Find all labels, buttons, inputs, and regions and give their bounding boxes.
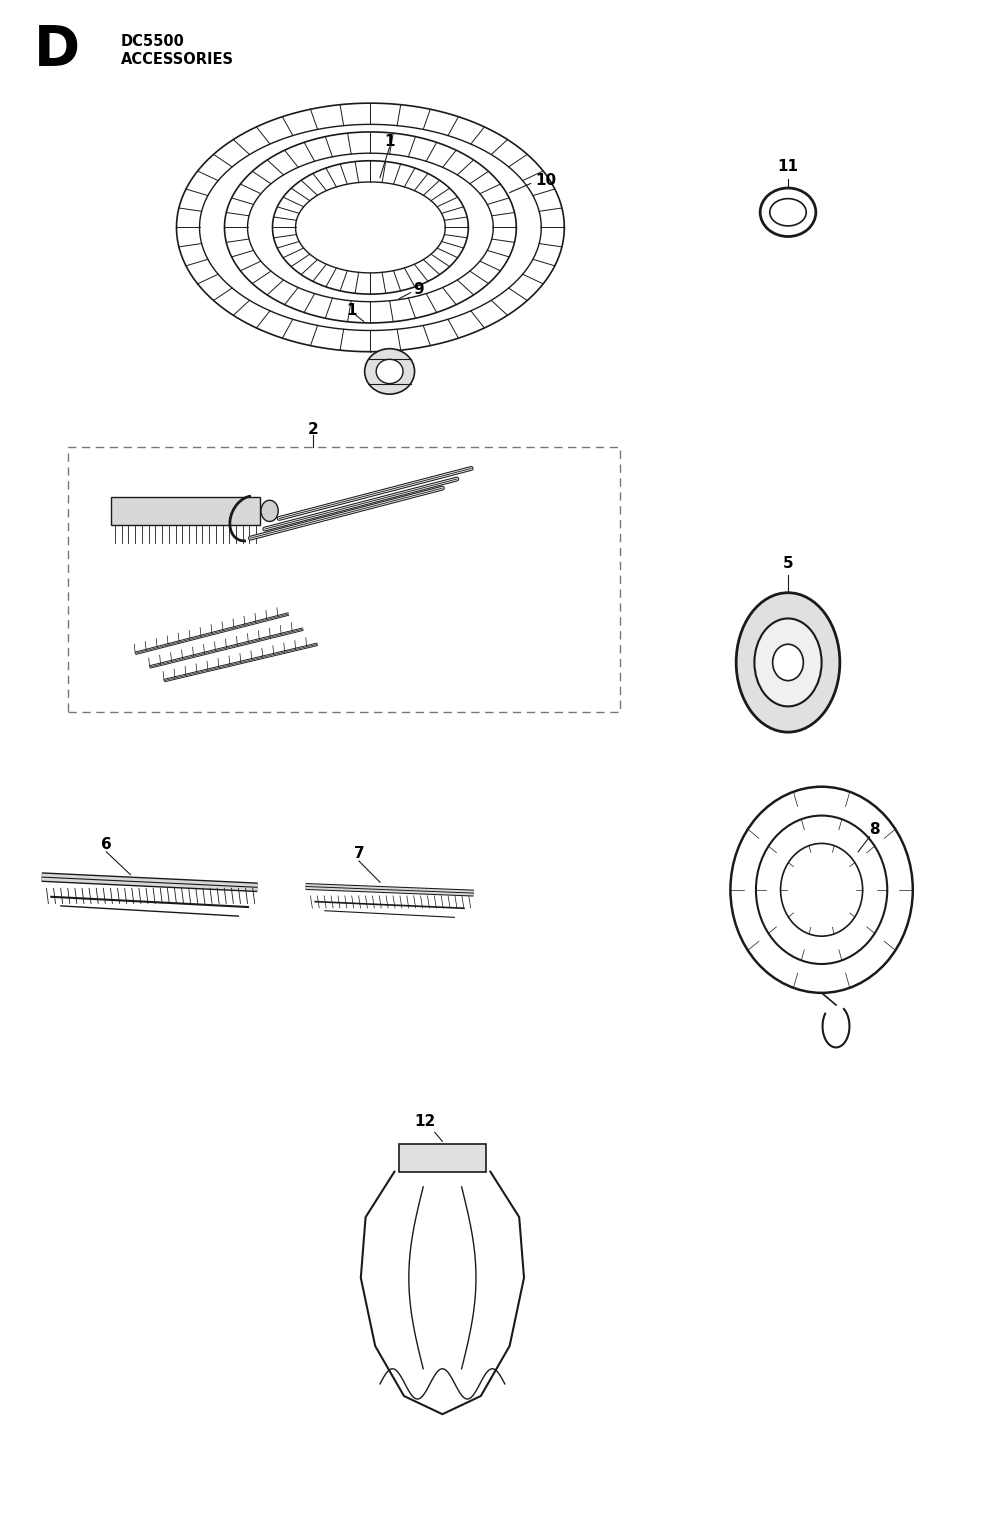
Text: 2: 2 — [307, 421, 318, 436]
Text: ACCESSORIES: ACCESSORIES — [121, 52, 234, 67]
Text: 10: 10 — [536, 173, 557, 188]
Text: 11: 11 — [778, 159, 798, 175]
Ellipse shape — [770, 199, 806, 227]
Bar — [111, 498, 260, 525]
Ellipse shape — [736, 592, 840, 732]
Text: 1: 1 — [384, 133, 395, 149]
Text: 7: 7 — [354, 847, 364, 860]
Text: 6: 6 — [101, 837, 112, 851]
Ellipse shape — [365, 349, 415, 393]
Ellipse shape — [376, 360, 403, 384]
Text: 5: 5 — [783, 556, 793, 571]
Bar — [399, 1144, 486, 1171]
Text: 1: 1 — [346, 303, 356, 318]
Text: DC5500: DC5500 — [121, 34, 185, 49]
Text: 8: 8 — [869, 822, 880, 836]
Text: D: D — [33, 23, 80, 77]
Bar — [68, 447, 620, 712]
Ellipse shape — [261, 501, 278, 522]
Ellipse shape — [754, 619, 822, 706]
Text: 12: 12 — [414, 1115, 436, 1130]
Text: 9: 9 — [413, 282, 424, 297]
Ellipse shape — [773, 645, 803, 681]
